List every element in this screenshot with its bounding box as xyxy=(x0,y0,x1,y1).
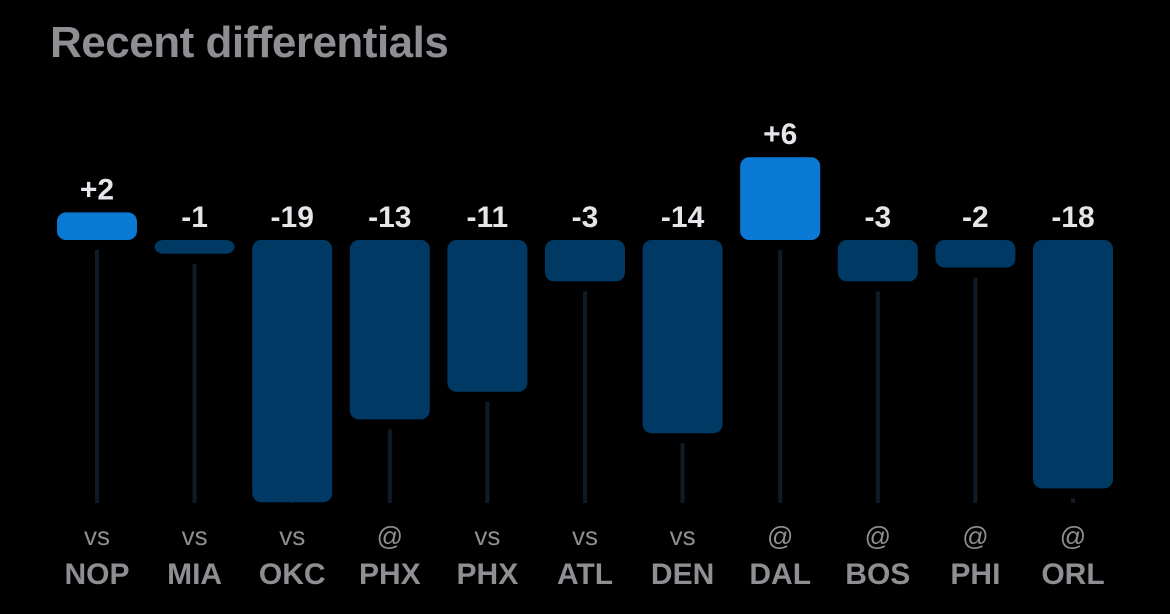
track-line-bos xyxy=(875,291,880,503)
opponent-label: PHX xyxy=(359,558,421,591)
value-label: -3 xyxy=(572,201,599,234)
location-label: vs xyxy=(572,521,598,551)
track-line-dal xyxy=(778,250,783,503)
track-line-orl xyxy=(1071,498,1075,503)
track-line-phx xyxy=(485,401,490,503)
bar-vs-den xyxy=(642,240,723,434)
value-label: +6 xyxy=(763,118,797,151)
opponent-label: DAL xyxy=(749,558,811,591)
location-label: @ xyxy=(377,521,403,551)
opponent-label: OKC xyxy=(259,558,326,591)
value-label: -3 xyxy=(864,201,891,234)
location-label: vs xyxy=(84,521,110,551)
bar-vs-mia xyxy=(154,240,235,254)
value-label: -14 xyxy=(661,201,705,234)
opponent-label: ATL xyxy=(557,558,613,591)
track-line-atl xyxy=(583,291,587,503)
location-label: @ xyxy=(865,521,891,551)
opponent-label: ORL xyxy=(1041,558,1104,591)
bar-at-bos xyxy=(837,240,918,282)
value-label: -2 xyxy=(962,201,989,234)
chart-title: Recent differentials xyxy=(50,18,449,67)
value-label: -13 xyxy=(368,201,411,234)
location-label: vs xyxy=(279,521,305,551)
bar-at-phx xyxy=(349,240,430,420)
value-label: -19 xyxy=(271,201,314,234)
location-label: vs xyxy=(670,521,696,551)
bar-vs-phx xyxy=(447,240,528,392)
opponent-label: PHI xyxy=(950,558,1000,591)
track-line-nop xyxy=(95,250,99,503)
opponent-label: BOS xyxy=(845,558,910,591)
opponent-label: DEN xyxy=(651,558,714,591)
bar-at-orl xyxy=(1033,240,1113,489)
location-label: @ xyxy=(962,521,988,551)
value-label: -1 xyxy=(181,201,208,234)
bar-at-phi xyxy=(935,240,1016,268)
value-label: -11 xyxy=(467,201,509,234)
location-label: @ xyxy=(1060,521,1086,551)
bar-vs-okc xyxy=(252,240,333,503)
opponent-label: PHX xyxy=(457,558,519,591)
opponent-label: MIA xyxy=(167,558,222,591)
bar-vs-nop xyxy=(57,212,137,240)
location-label: @ xyxy=(767,521,793,551)
opponent-label: NOP xyxy=(64,558,129,591)
bar-at-dal xyxy=(740,157,821,240)
bar-vs-atl xyxy=(545,240,625,282)
track-line-den xyxy=(680,443,685,503)
value-label: +2 xyxy=(80,173,114,206)
location-label: vs xyxy=(182,521,208,551)
track-line-mia xyxy=(192,263,197,503)
value-label: -18 xyxy=(1051,201,1094,234)
location-label: vs xyxy=(474,521,500,551)
track-line-phx xyxy=(387,429,392,503)
track-line-phi xyxy=(973,277,978,503)
